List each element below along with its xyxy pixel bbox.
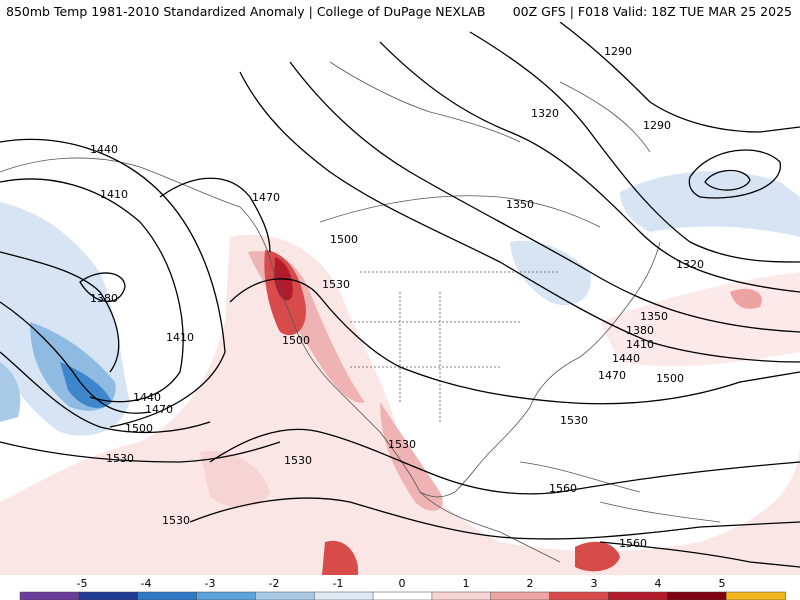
- contour-label: 1470: [145, 403, 173, 416]
- colorbar-tick-label: 4: [655, 577, 662, 590]
- contour-label: 1530: [284, 454, 312, 467]
- contour-label: 1320: [676, 258, 704, 271]
- contour-labels: 1290 1290 1320 1320 1350 1350 1380 1380 …: [90, 45, 704, 550]
- model-valid-time: 00Z GFS | F018 Valid: 18Z TUE MAR 25 202…: [512, 4, 792, 19]
- colorbar-segment: [19, 591, 80, 600]
- colorbar-tick-label: 0: [399, 577, 406, 590]
- contour-label: 1290: [643, 119, 671, 132]
- contour-label: 1410: [626, 338, 654, 351]
- contour-label: 1440: [133, 391, 161, 404]
- contour-label: 1530: [388, 438, 416, 451]
- colorbar-segment: [549, 591, 610, 600]
- contour-label: 1500: [330, 233, 358, 246]
- contour-label: 1350: [640, 310, 668, 323]
- contour-label: 1410: [100, 188, 128, 201]
- colorbar-tick-label: 1: [463, 577, 470, 590]
- coastlines: [0, 61, 721, 563]
- colorbar-segment: [255, 591, 315, 600]
- contour-label: 1560: [619, 537, 647, 550]
- contour-label: 1470: [252, 191, 280, 204]
- title-bar: 850mb Temp 1981-2010 Standardized Anomal…: [0, 0, 800, 22]
- contour-label: 1440: [90, 143, 118, 156]
- contour-label: 1530: [162, 514, 190, 527]
- colorbar-segment: [490, 591, 551, 600]
- colorbar-ticks: -5 -4 -3 -2 -1 0 1 2 3 4 5: [77, 577, 726, 590]
- contour-label: 1500: [125, 422, 153, 435]
- colorbar-segment: [725, 591, 786, 600]
- colorbar-segment: [313, 591, 374, 600]
- contour-label: 1500: [282, 334, 310, 347]
- contour-label: 1530: [106, 452, 134, 465]
- colorbar-segment: [667, 591, 727, 600]
- colorbar-segments: [19, 591, 786, 600]
- contour-label: 1500: [656, 372, 684, 385]
- colorbar-segment: [431, 591, 492, 600]
- contour-label: 1320: [531, 107, 559, 120]
- colorbar-tick-label: -2: [269, 577, 280, 590]
- contour-label: 1470: [598, 369, 626, 382]
- colorbar-segment: [196, 591, 257, 600]
- colorbar-segment: [78, 591, 139, 600]
- colorbar-legend: -5 -4 -3 -2 -1 0 1 2 3 4 5: [0, 575, 800, 600]
- colorbar-tick-label: -1: [333, 577, 344, 590]
- contour-label: 1530: [322, 278, 350, 291]
- contour-label: 1560: [549, 482, 577, 495]
- colorbar-segment: [372, 591, 433, 600]
- contour-label: 1380: [90, 292, 118, 305]
- colorbar-tick-label: -4: [141, 577, 152, 590]
- contour-label: 1290: [604, 45, 632, 58]
- contour-label: 1350: [506, 198, 534, 211]
- colorbar-tick-label: 5: [719, 577, 726, 590]
- colorbar-tick-label: -5: [77, 577, 88, 590]
- height-contours: [0, 22, 800, 568]
- contour-label: 1440: [612, 352, 640, 365]
- contour-label: 1410: [166, 331, 194, 344]
- map-title: 850mb Temp 1981-2010 Standardized Anomal…: [6, 4, 486, 19]
- colorbar-segment: [137, 591, 198, 600]
- contour-label: 1530: [560, 414, 588, 427]
- anomaly-map: 1290 1290 1320 1320 1350 1350 1380 1380 …: [0, 22, 800, 575]
- colorbar-tick-label: -3: [205, 577, 216, 590]
- colorbar-tick-label: 3: [591, 577, 598, 590]
- contour-label: 1380: [626, 324, 654, 337]
- colorbar-segment: [608, 591, 669, 600]
- colorbar-tick-label: 2: [527, 577, 534, 590]
